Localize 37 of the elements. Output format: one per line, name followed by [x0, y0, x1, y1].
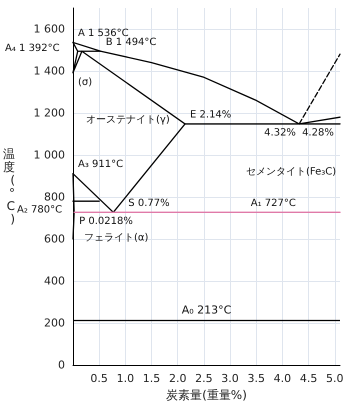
x-tick-label: 2.5	[195, 372, 213, 385]
annotation: フェライト(α)	[84, 232, 148, 244]
annotation: 4.32%	[264, 127, 296, 138]
annotation: (σ)	[78, 76, 92, 88]
x-tick-label: 3.5	[247, 372, 265, 385]
annotation: A₁ 727°C	[250, 198, 296, 209]
y-tick-label: 0	[58, 358, 65, 372]
x-tick-label: 5.0	[326, 372, 344, 385]
annotation: A 1 536°C	[78, 28, 129, 39]
annotation: A₃ 911°C	[78, 159, 124, 170]
ref-line-label: A₀ 213°C	[182, 303, 232, 316]
y-axis-title: 温度(°C)	[3, 147, 15, 226]
x-tick-label: 1.0	[116, 372, 134, 385]
y-tick-label: 800	[44, 190, 65, 204]
y-tick-label: 1 600	[34, 22, 65, 36]
annotation: A₄ 1 392°C	[5, 43, 60, 54]
x-axis-title: 炭素量(重量%)	[166, 388, 247, 402]
x-tick-label: 4.5	[300, 372, 318, 385]
y-tick-label: 1 200	[34, 106, 65, 120]
annotation: B 1 494°C	[106, 36, 156, 48]
annotation: A₂ 780°C	[17, 204, 62, 216]
y-tick-label: 1 400	[34, 64, 65, 78]
x-tick-label: 2.0	[168, 372, 186, 385]
annotation: E 2.14%	[190, 109, 232, 120]
x-tick-label: 1.5	[142, 372, 160, 385]
annotation: オーステナイト(γ)	[86, 114, 170, 126]
y-tick-label: 400	[44, 274, 65, 288]
x-tick-label: 3.0	[221, 372, 239, 385]
annotation: P 0.0218%	[79, 216, 133, 227]
x-tick-label: 4.0	[274, 372, 292, 385]
y-tick-label: 1 000	[34, 148, 65, 162]
x-tick-label: 0.5	[90, 372, 108, 385]
annotation: セメンタイト(Fe₃C)	[246, 166, 336, 178]
y-tick-label: 200	[44, 316, 65, 330]
y-tick-label: 600	[44, 232, 65, 246]
annotation: 4.28%	[302, 127, 334, 138]
annotation: S 0.77%	[128, 198, 170, 209]
